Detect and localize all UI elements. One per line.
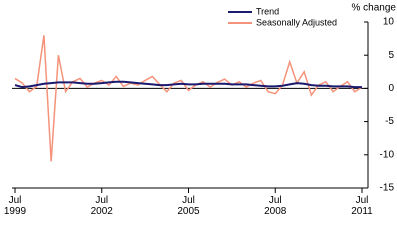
y-tick-label: 5 xyxy=(388,50,394,61)
y-tick-label: -5 xyxy=(385,116,394,127)
series-line xyxy=(14,80,362,89)
legend-label: Trend xyxy=(256,6,279,16)
x-tick-label: Jul 2011 xyxy=(351,195,373,217)
x-tick-label: Jul 1999 xyxy=(3,195,27,217)
x-tick-label: Jul 2002 xyxy=(90,195,113,217)
series-line xyxy=(14,35,363,162)
y-tick-label: -15 xyxy=(380,183,395,194)
chart: % change 10 5 0 -5 -10 -15 Trend Seasonally Adj… xyxy=(3,3,397,217)
x-tick-label: Jul 2005 xyxy=(177,195,200,217)
y-tick-label: 0 xyxy=(388,83,394,94)
legend-label: Seasonally Adjusted xyxy=(256,17,337,27)
y-tick-label: -10 xyxy=(380,149,395,160)
x-tick-label: Jul 2008 xyxy=(264,195,287,217)
y-tick-label: 10 xyxy=(383,17,395,28)
y-axis-label: % change xyxy=(352,3,397,14)
